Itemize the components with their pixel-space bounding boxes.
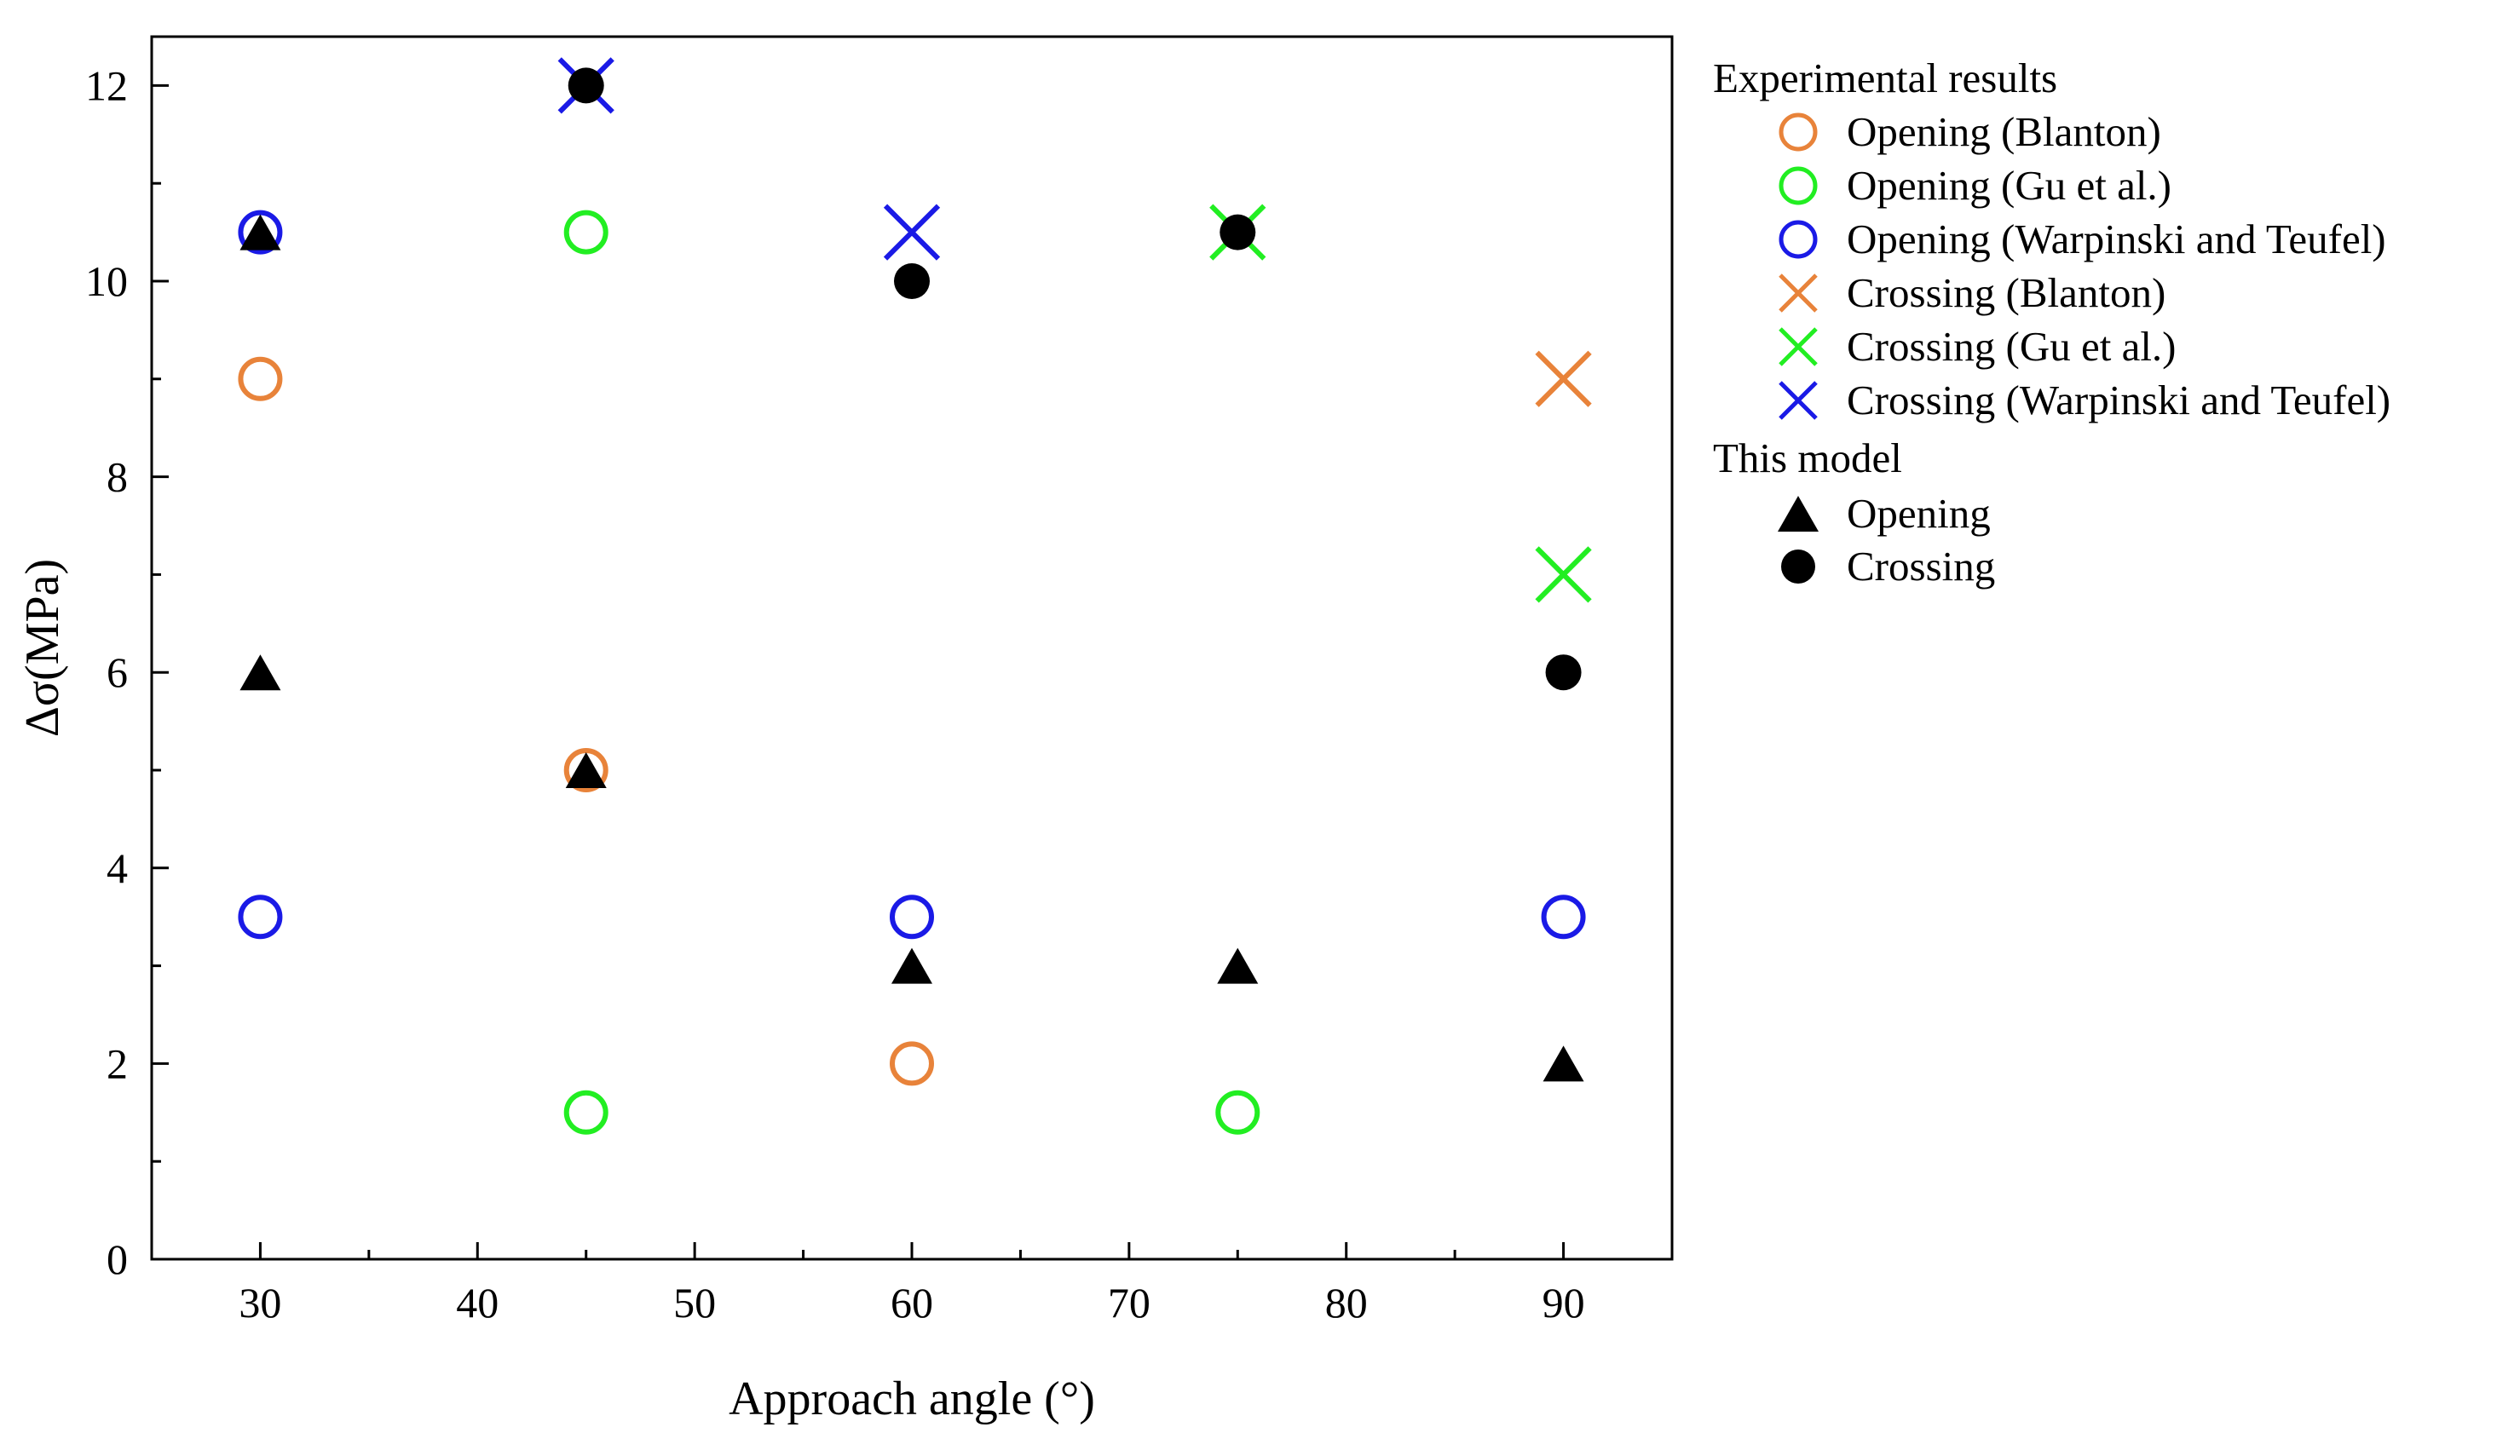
legend-label: Crossing (Blanton): [1847, 269, 2165, 316]
data-point: [238, 895, 283, 940]
legend-label: Opening: [1847, 490, 1991, 537]
data-point: [1543, 1045, 1584, 1082]
data-point: [891, 947, 932, 984]
legend-entry: Opening (Gu et al.): [1779, 162, 2171, 209]
legend-group-title: Experimental results: [1713, 55, 2057, 101]
x-tick-label: 70: [1108, 1279, 1150, 1327]
y-tick-label: 2: [107, 1039, 128, 1087]
data-point: [563, 1090, 608, 1135]
data-point: [563, 210, 608, 255]
data-point: [894, 263, 930, 299]
x-axis-label: Approach angle (°): [729, 1373, 1095, 1425]
x-tick-label: 80: [1325, 1279, 1368, 1327]
legend-label: Crossing: [1847, 543, 1995, 590]
x-tick-label: 90: [1543, 1279, 1585, 1327]
x-tick-label: 50: [673, 1279, 716, 1327]
legend-label: Opening (Gu et al.): [1847, 162, 2171, 209]
series-crossing: [568, 67, 1582, 691]
legend-marker-icon: [1778, 496, 1819, 532]
legend-label: Opening (Warpinski and Teufel): [1847, 216, 2386, 262]
y-tick-label: 8: [107, 453, 128, 501]
legend-entry: Opening: [1778, 490, 1991, 537]
legend-label: Opening (Blanton): [1847, 108, 2161, 155]
series-opening-gu-et-al: [563, 210, 1260, 1135]
legend-entry: Crossing: [1781, 543, 1995, 590]
data-point: [1541, 895, 1586, 940]
data-point: [238, 356, 283, 401]
series-opening-warpinski-and-teufel: [238, 210, 1586, 940]
legend-entry: Opening (Blanton): [1779, 108, 2161, 155]
y-axis-label: Δσ(MPa): [16, 559, 69, 737]
legend-marker-icon: [1779, 381, 1818, 420]
y-tick-label: 4: [107, 844, 128, 892]
legend-group-title: This model: [1713, 434, 1902, 481]
y-tick-label: 10: [85, 257, 128, 305]
legend-label: Crossing (Gu et al.): [1847, 323, 2177, 370]
data-point: [239, 654, 281, 691]
legend-entry: Crossing (Blanton): [1779, 269, 2165, 316]
series-opening: [239, 214, 1584, 1082]
series-crossing-warpinski-and-teufel: [557, 57, 941, 261]
legend-entry: Crossing (Warpinski and Teufel): [1779, 377, 2390, 423]
plot-frame: [150, 35, 1674, 1261]
legend-entry: Opening (Warpinski and Teufel): [1779, 216, 2386, 262]
x-tick-label: 30: [239, 1279, 281, 1327]
series-opening-blanton: [238, 356, 934, 1086]
x-tick-label: 60: [891, 1279, 933, 1327]
data-point: [1220, 214, 1256, 250]
data-point: [563, 748, 608, 792]
data-point: [1215, 1090, 1260, 1135]
legend-marker-icon: [1779, 166, 1818, 205]
y-tick-label: 0: [107, 1235, 128, 1283]
data-point: [1217, 947, 1259, 984]
legend-marker-icon: [1779, 220, 1818, 259]
data-point: [883, 204, 941, 261]
data-point: [239, 214, 281, 250]
y-tick-label: 12: [85, 61, 128, 109]
legend-label: Crossing (Warpinski and Teufel): [1847, 377, 2390, 423]
data-point: [568, 67, 604, 104]
data-point: [1535, 546, 1592, 603]
plot-area: 30 40 50 60 70 80 90 0 2 4 6 8 10 12 Approach angle (°…: [16, 35, 1674, 1425]
data-point: [238, 210, 283, 255]
data-point: [1545, 654, 1582, 691]
data-point: [565, 752, 607, 788]
data-point: [1535, 350, 1592, 407]
data-point: [890, 1041, 934, 1086]
y-tick-label: 6: [107, 648, 128, 696]
legend-marker-icon: [1781, 550, 1815, 584]
legend-marker-icon: [1779, 327, 1818, 366]
series-crossing-gu-et-al: [1209, 204, 1592, 603]
legend: Experimental results Opening (Blanton) Ope…: [1713, 55, 2390, 590]
legend-entry: Crossing (Gu et al.): [1779, 323, 2177, 370]
legend-marker-icon: [1779, 112, 1818, 152]
legend-marker-icon: [1779, 273, 1818, 313]
data-point: [890, 895, 934, 940]
series-crossing-blanton: [1535, 350, 1592, 407]
x-tick-label: 40: [456, 1279, 499, 1327]
